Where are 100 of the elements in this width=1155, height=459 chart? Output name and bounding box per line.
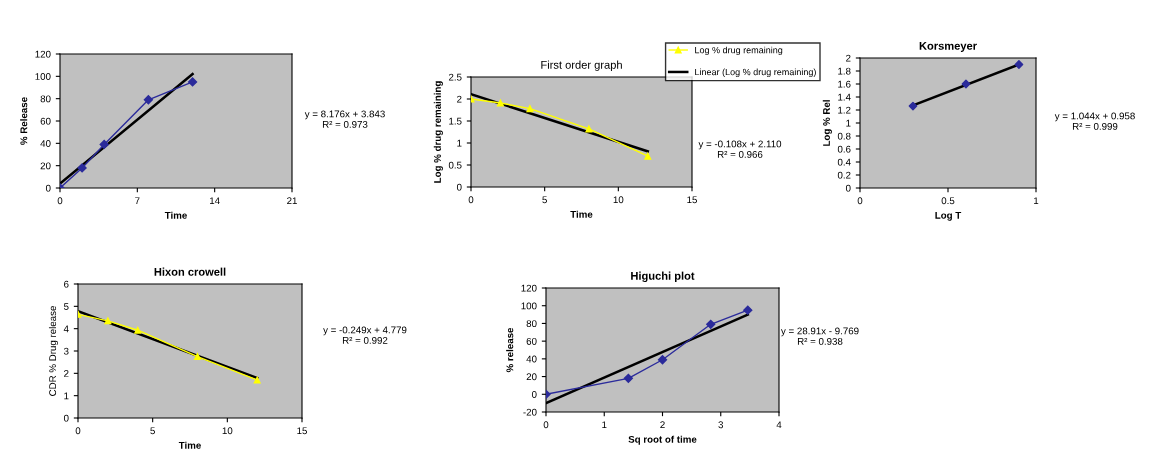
x-tick-label: 10	[222, 427, 233, 435]
point	[908, 101, 918, 111]
x-tick-label: 4	[776, 421, 782, 429]
chart-title: Higuchi plot	[631, 271, 695, 283]
y-tick-label: 1	[457, 139, 462, 147]
y-axis-title: CDR % Drug release	[48, 306, 59, 396]
point	[193, 353, 201, 361]
text: y = 1.044x + 0.958	[1054, 112, 1135, 122]
x-tick-label: 5	[150, 427, 155, 435]
x-axis-title: Sq root of time	[628, 435, 697, 445]
legend-label: Log % drug remaining	[695, 46, 783, 56]
y-tick-label: 20	[40, 162, 51, 170]
point	[623, 373, 633, 383]
text: R² = 0.966	[717, 150, 763, 158]
point	[143, 95, 154, 105]
y-tick-label: 60	[526, 337, 537, 345]
y-tick-label: 0.8	[837, 132, 851, 140]
text: R² = 0.992	[342, 336, 388, 344]
y-tick-label: 0	[531, 391, 537, 398]
x-tick-label: 0	[543, 421, 549, 429]
point	[585, 125, 593, 133]
y-tick-label: 40	[526, 355, 537, 363]
y-tick-label: 6	[64, 280, 69, 288]
y-tick-label: 0	[63, 414, 69, 422]
text: R² = 0.973	[322, 120, 368, 128]
y-tick-label: -20	[523, 408, 537, 416]
y-tick-label: 2.5	[448, 73, 462, 81]
y-axis-title: % Release	[20, 97, 28, 145]
y-tick-label: 120	[35, 50, 51, 58]
y-axis-title: % release	[506, 327, 514, 373]
y-tick-label: 0	[456, 183, 462, 191]
x-tick-label: 2	[660, 421, 665, 429]
y-tick-label: 1.6	[838, 80, 851, 88]
x-tick-label: 15	[297, 427, 307, 435]
y-tick-label: 1	[846, 119, 851, 127]
y-tick-label: 120	[521, 284, 537, 292]
text: R² = 0.938	[797, 337, 843, 345]
chart-title: First order graph	[541, 60, 622, 71]
y-tick-label: 0	[845, 184, 851, 192]
y-axis-title: Log % drug remaining	[433, 81, 443, 183]
x-tick-label: 0.5	[941, 197, 955, 205]
y-tick-label: 1.2	[838, 106, 851, 114]
point	[961, 79, 971, 89]
y-tick-label: 40	[40, 140, 51, 147]
text: y = -0.249x + 4.779	[323, 326, 407, 336]
point	[743, 305, 753, 315]
x-axis-title: Time	[164, 211, 187, 219]
y-tick-label: 100	[35, 73, 51, 80]
x-axis-title: Time	[178, 441, 201, 449]
text: y = 8.176x + 3.843	[304, 110, 385, 120]
y-tick-label: 5	[63, 303, 69, 310]
x-tick-label: 14	[210, 197, 220, 205]
chart-title: Hixon crowell	[154, 267, 226, 276]
x-tick-label: 0	[857, 197, 863, 205]
point	[657, 355, 668, 365]
point	[526, 105, 534, 113]
y-tick-label: 3	[63, 347, 69, 355]
chart-title: Korsmeyer	[919, 42, 977, 52]
y-tick-label: 100	[521, 302, 537, 310]
point	[706, 319, 716, 329]
x-tick-label: 15	[687, 196, 697, 204]
y-tick-label: 2	[846, 54, 851, 62]
y-tick-label: 80	[526, 320, 537, 328]
x-axis-title: Time	[570, 210, 593, 218]
text: y = -0.108x + 2.110	[698, 140, 782, 150]
x-tick-label: 21	[287, 197, 297, 205]
x-tick-label: 1	[1034, 197, 1039, 205]
y-tick-label: 2	[457, 95, 462, 103]
y-tick-label: 2	[64, 370, 69, 377]
point	[104, 317, 112, 325]
x-tick-label: 1	[602, 421, 607, 429]
y-tick-label: 0.2	[837, 171, 851, 179]
y-tick-label: 80	[40, 95, 51, 103]
x-tick-label: 5	[542, 196, 547, 204]
text: R² = 0.999	[1072, 122, 1118, 130]
point	[644, 152, 652, 160]
point	[187, 77, 198, 87]
point	[134, 326, 142, 334]
y-axis-title: Log % Rel	[822, 100, 832, 146]
point	[77, 163, 87, 173]
y-tick-label: 0.4	[837, 158, 851, 166]
y-tick-label: 0.6	[837, 145, 851, 153]
y-tick-label: 1.8	[838, 67, 851, 75]
y-tick-label: 1	[64, 392, 69, 400]
x-tick-label: 0	[75, 427, 81, 435]
y-tick-label: 4	[63, 325, 69, 333]
y-tick-label: 1.4	[838, 93, 851, 101]
y-tick-label: 60	[40, 117, 51, 125]
x-tick-label: 10	[613, 196, 624, 204]
x-tick-label: 7	[135, 197, 140, 205]
x-axis-title: Log T	[935, 211, 962, 221]
x-tick-label: 0	[468, 196, 474, 204]
text: y = 28.91x - 9.769	[780, 327, 859, 337]
point	[253, 376, 261, 384]
x-tick-label: 3	[718, 421, 724, 429]
y-tick-label: 20	[526, 373, 537, 381]
point	[99, 139, 109, 150]
y-tick-label: 0.5	[448, 161, 462, 169]
y-tick-label: 1.5	[449, 117, 462, 125]
y-tick-label: 0	[45, 184, 51, 192]
